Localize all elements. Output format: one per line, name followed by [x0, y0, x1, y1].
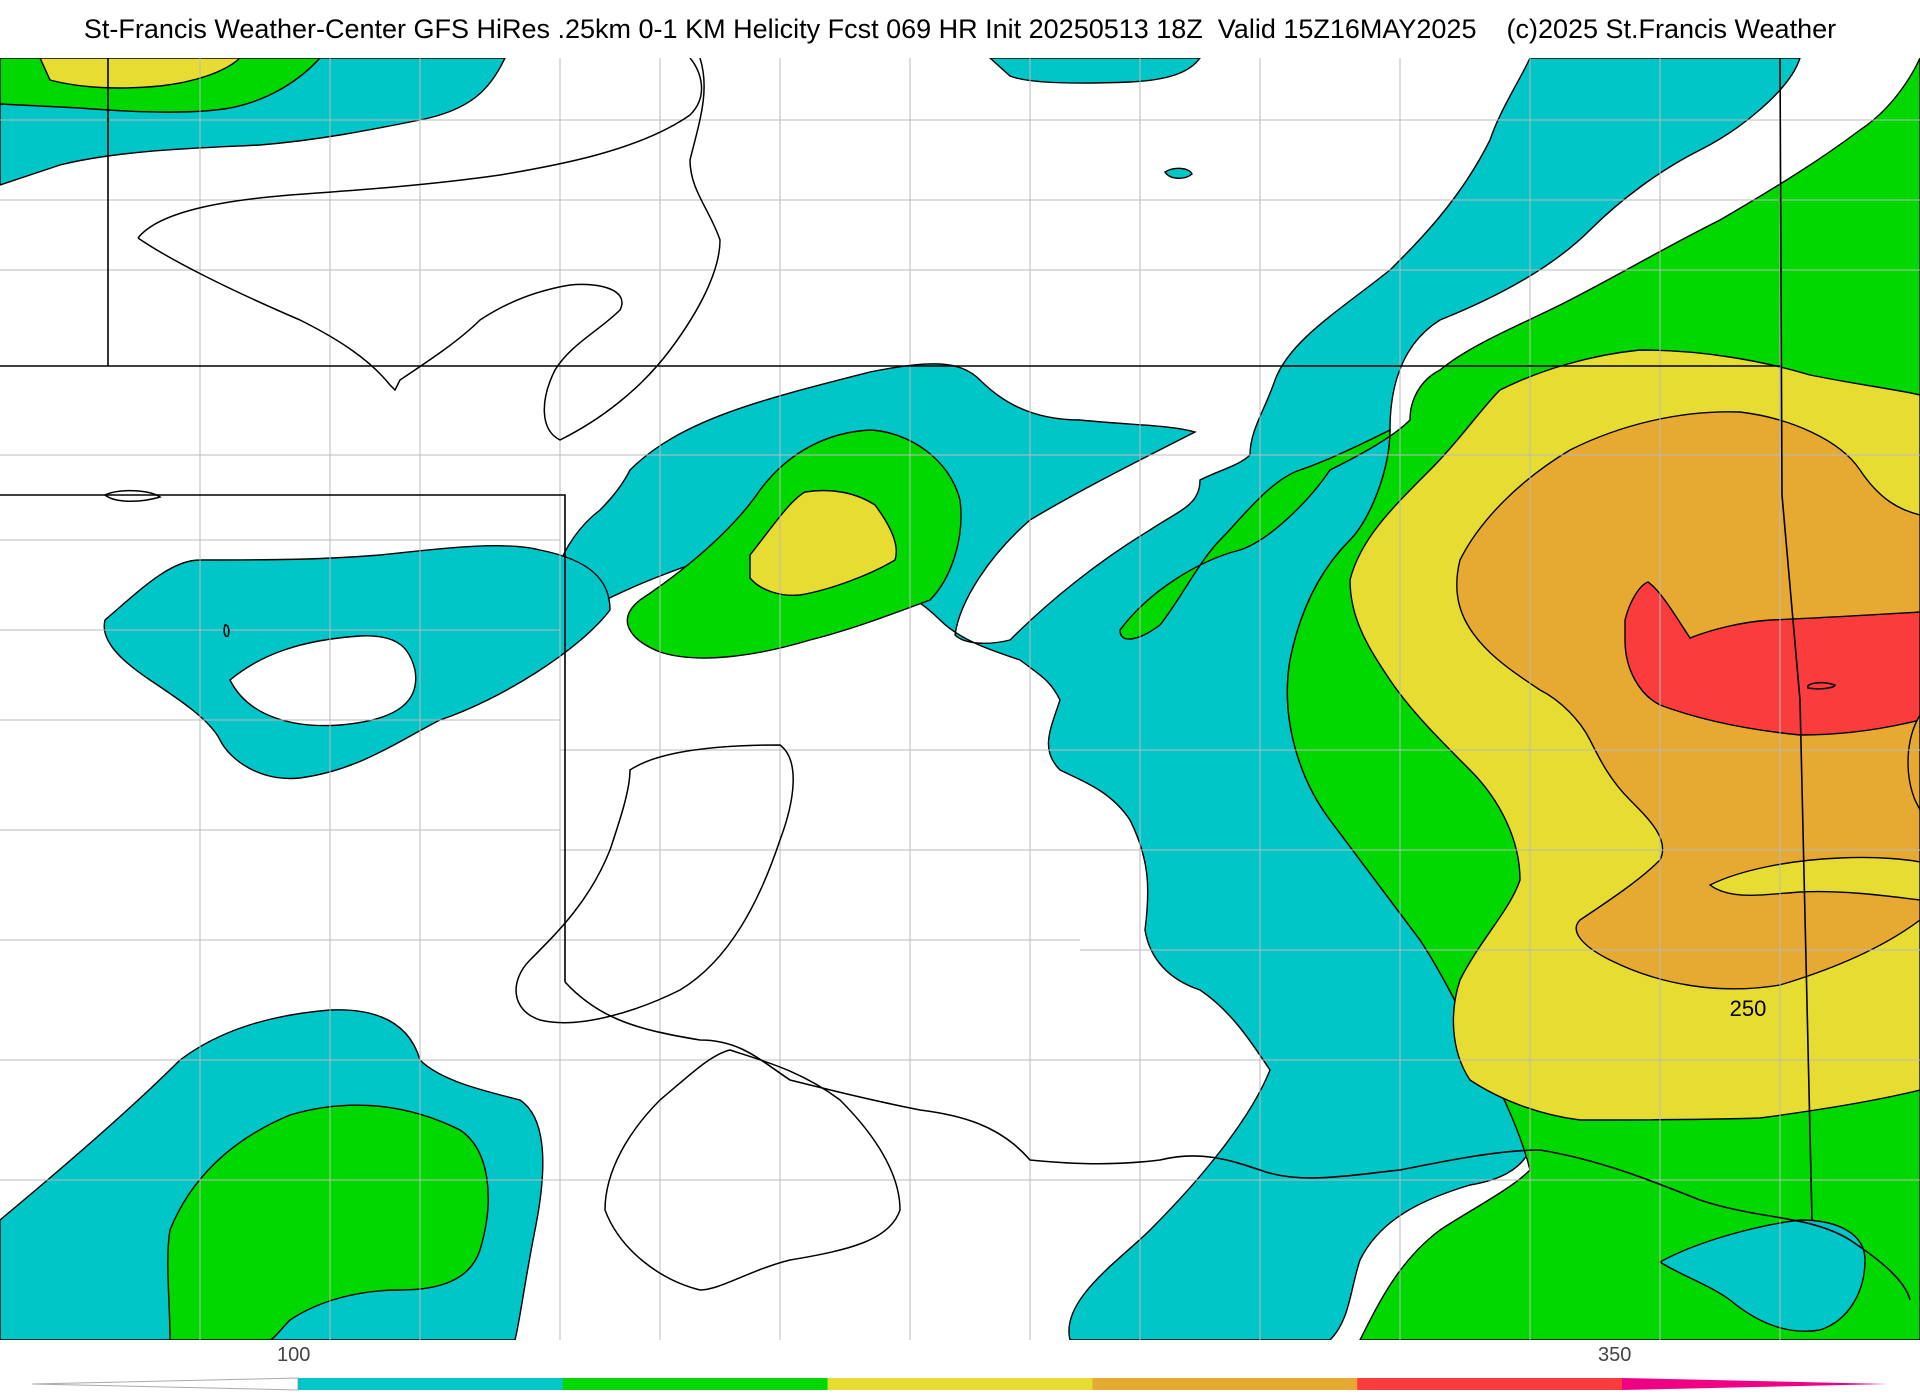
- colorbar: [31, 1377, 1888, 1391]
- helicity-area-cyan-se: [1658, 1219, 1866, 1332]
- helicity-area-cyan-north: [988, 58, 1201, 84]
- helicity-spot-cyan: [1164, 167, 1193, 179]
- helicity-area-orange-edge: [1907, 713, 1920, 811]
- helicity-map: 250: [0, 58, 1920, 1340]
- colorbar-bin-4: [1357, 1378, 1623, 1390]
- helicity-area-yellow-nw: [39, 58, 242, 89]
- county-boundaries: [0, 58, 1920, 1340]
- helicity-area-yellow-center: [749, 489, 897, 597]
- helicity-area-yellow-intrusion: [1708, 856, 1920, 901]
- helicity-contours: [103, 58, 1836, 1291]
- helicity-area-red-east: [1624, 581, 1920, 736]
- colorbar-bin-3: [1092, 1378, 1358, 1390]
- contour-label-250: 250: [1730, 996, 1767, 1021]
- colorbar-extend-high: [1622, 1378, 1888, 1390]
- colorbar-bin-0: [298, 1378, 564, 1390]
- colorbar-tick-100: 100: [277, 1344, 311, 1366]
- colorbar-bin-2: [827, 1378, 1093, 1390]
- helicity-area-green-sw: [167, 1104, 489, 1340]
- map-title: St-Francis Weather-Center GFS HiRes .25k…: [83, 14, 1837, 44]
- helicity-hole-west: [229, 635, 417, 727]
- colorbar-tick-350: 350: [1598, 1344, 1632, 1366]
- colorbar-extend-low: [31, 1377, 299, 1391]
- colorbar-bin-1: [562, 1378, 829, 1390]
- state-boundaries: [0, 58, 1911, 1301]
